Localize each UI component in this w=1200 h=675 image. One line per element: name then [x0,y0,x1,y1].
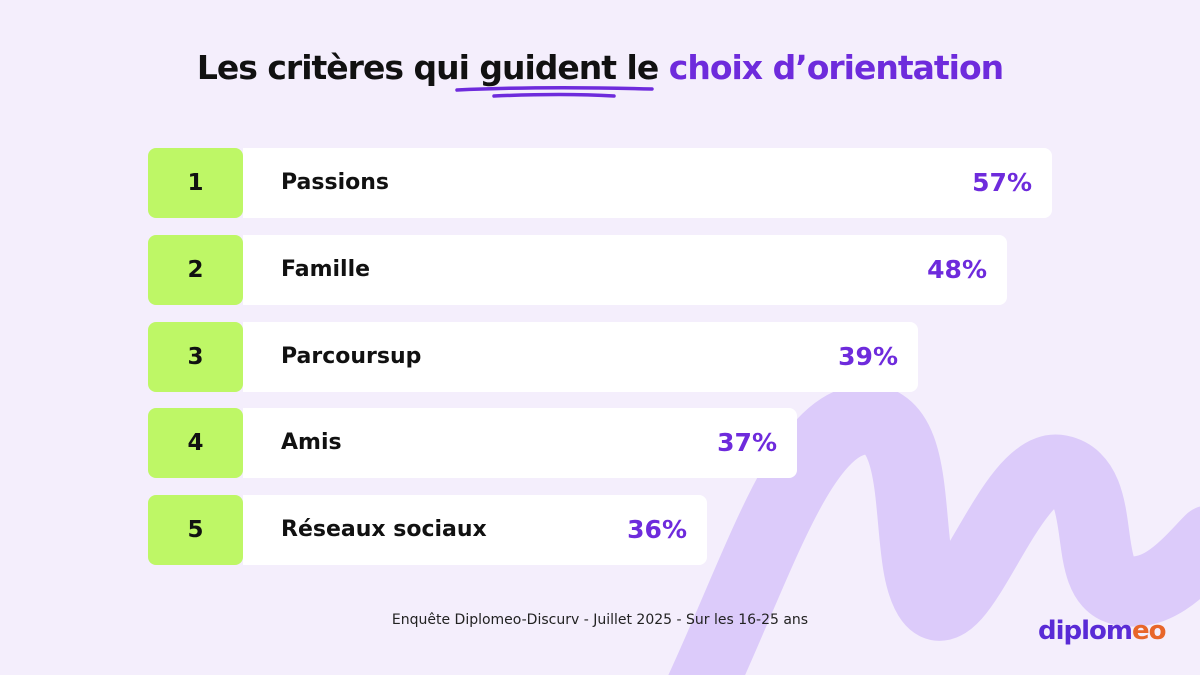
rank-badge: 3 [148,322,243,392]
value-label: 48% [927,255,987,284]
title-underlined: guident le [455,48,659,98]
value-label: 37% [717,428,777,457]
bar-row: 2 Famille 48% [148,235,1007,305]
bar: Parcoursup 39% [243,322,918,392]
bar: Réseaux sociaux 36% [243,495,707,565]
source-note: Enquête Diplomeo-Discurv - Juillet 2025 … [391,612,809,628]
category-label: Réseaux sociaux [281,517,487,542]
rank-badge: 5 [148,495,243,565]
rank-badge: 1 [148,148,243,218]
value-label: 36% [627,515,687,544]
bar: Amis 37% [243,408,797,478]
rank-badge: 2 [148,235,243,305]
rank-badge: 4 [148,408,243,478]
bar: Famille 48% [243,235,1007,305]
category-label: Passions [281,170,389,195]
bar-row: 4 Amis 37% [148,408,797,478]
bar: Passions 57% [243,148,1052,218]
title-text: Les critères qui [196,48,480,87]
category-label: Parcoursup [281,344,422,369]
page-title: Les critères qui guident le choix d’orie… [0,48,1200,98]
bar-row: 5 Réseaux sociaux 36% [148,495,707,565]
category-label: Famille [281,257,371,282]
diplomeo-logo: diplomeo [1038,616,1167,646]
title-accent: choix d’orientation [668,48,1004,87]
category-label: Amis [281,430,342,455]
bar-row: 3 Parcoursup 39% [148,322,918,392]
value-label: 39% [838,342,898,371]
value-label: 57% [972,168,1032,197]
underline-stroke [455,85,655,98]
bar-row: 1 Passions 57% [148,148,1052,218]
